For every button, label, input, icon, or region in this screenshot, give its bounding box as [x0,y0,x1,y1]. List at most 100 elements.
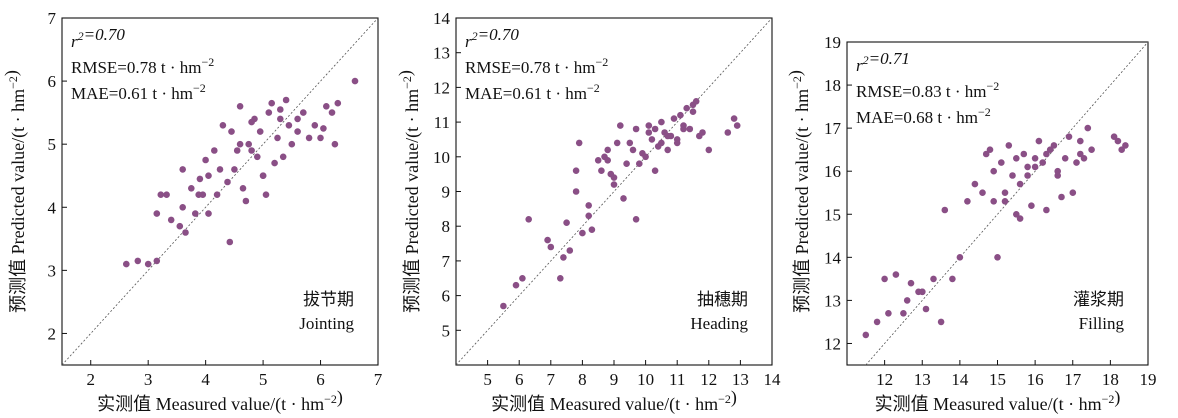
data-point [1118,146,1125,153]
data-point [1061,155,1069,162]
y-axis-label: 预测值 Predicted value/(t · hm−2) [785,70,813,313]
data-point [277,106,284,113]
x-tick-label: 13 [732,370,749,389]
x-tick-label: 19 [1140,370,1157,389]
data-point [334,99,342,107]
data-point [990,167,997,175]
y-tick-label: 14 [433,9,451,28]
x-tick-label: 2 [86,370,95,389]
data-point [226,238,234,246]
data-point [248,118,255,126]
data-point [585,212,592,220]
data-point [245,140,252,148]
data-point [239,185,247,192]
mae-label: MAE=0.61 t · hm−2 [465,81,600,103]
data-point [1013,155,1020,162]
x-tick-label: 12 [700,370,717,389]
data-point [231,166,238,173]
x-tick-label: 10 [637,370,654,389]
y-tick-label: 9 [442,183,451,202]
x-tick-label: 5 [483,370,492,389]
y-tick-label: 6 [48,72,57,91]
x-tick-label: 11 [669,370,685,389]
data-point [990,198,997,205]
data-point [157,191,165,198]
data-point [331,140,339,148]
data-point [253,153,261,161]
y-tick-label: 13 [824,291,841,310]
data-point [1114,137,1122,145]
data-point [153,257,161,265]
data-point [645,122,653,129]
data-point [1009,172,1016,179]
data-point [692,98,700,105]
x-tick-label: 14 [764,370,782,389]
data-point [547,243,555,251]
data-point [575,139,583,147]
rmse-label: RMSE=0.78 t · hm−2 [71,55,214,77]
data-point [579,229,586,237]
data-point [1001,189,1009,196]
y-tick-label: 19 [824,33,841,52]
y-tick-label: 8 [442,217,451,236]
data-point [294,128,301,135]
data-point [1043,206,1050,214]
data-point [1031,163,1039,171]
data-point [202,156,209,164]
data-point [986,146,994,153]
data-point [629,146,637,154]
data-point [1005,142,1013,149]
data-point [557,275,564,282]
data-point [572,188,580,195]
data-point [1020,150,1028,158]
x-tick-label: 17 [1064,370,1082,389]
data-point [658,139,665,147]
data-point [205,172,212,179]
data-point [1069,189,1077,196]
stage-label-cn: 抽穗期 [697,290,748,309]
data-point [512,281,520,289]
data-point [211,147,218,154]
data-point [265,109,273,116]
data-point [1001,198,1009,205]
data-point [1058,193,1065,201]
data-point [585,202,592,209]
x-tick-label: 13 [914,370,931,389]
data-point [219,122,227,129]
data-point [134,257,142,265]
panel-jointing: 2 3 4 5 6 7 2 3 4 5 6 7 r2=0.70 RMSE=0.78 t · hm−2 MAE… [1,9,383,415]
data-point [862,331,870,339]
y-axis-label: 预测值 Predicted value/(t · hm−2) [395,70,423,313]
x-tick-label: 4 [201,370,210,389]
data-point [699,129,706,136]
y-tick-label: 14 [824,248,842,267]
data-point [1039,159,1046,166]
data-point [620,195,627,202]
data-point [648,136,656,143]
data-point [1084,124,1092,132]
data-point [563,219,570,226]
data-point [873,318,881,326]
data-point [610,174,618,181]
data-point [1016,180,1024,188]
data-point [1065,133,1073,140]
data-point [664,132,671,140]
y-tick-label: 10 [433,148,450,167]
data-point [733,122,741,129]
r-squared-label: r2=0.70 [71,25,125,51]
data-point [941,206,949,214]
data-point [256,128,264,135]
data-point [881,275,888,283]
plot-frame [61,17,379,366]
data-point [288,140,296,148]
data-point [900,310,907,317]
data-point [259,172,267,179]
x-tick-label: 5 [259,370,268,389]
data-point [1046,146,1054,153]
data-point [642,153,649,161]
data-point [216,166,224,173]
y-tick-label: 12 [824,334,841,353]
y-tick-label: 6 [442,287,451,306]
data-point [724,129,732,136]
data-point [323,103,330,110]
